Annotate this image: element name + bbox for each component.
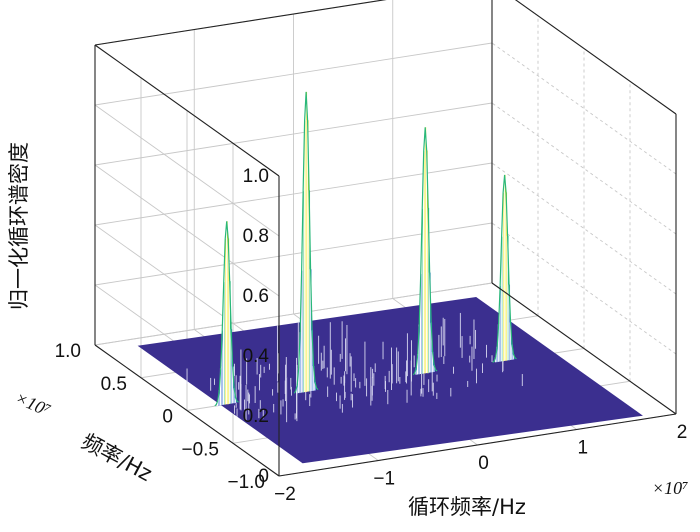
axis-line [491, 282, 677, 415]
x-tick-label: 0 [478, 453, 489, 474]
axis-line [94, 44, 280, 177]
peak [412, 127, 438, 376]
x-axis-label: 循环频率/Hz [408, 495, 526, 519]
surface-plot [137, 91, 643, 464]
z-axis-label: 归一化循环谱密度 [7, 142, 31, 310]
y-exponent-label: ×10⁷ [12, 387, 53, 420]
peak-outline [214, 221, 239, 407]
axis-line [278, 413, 677, 477]
x-tick-label: 1 [577, 438, 588, 459]
grid-line [491, 222, 677, 355]
peak [492, 174, 517, 363]
grid-line [515, 0, 677, 115]
peak [214, 221, 239, 407]
x-tick-label: −2 [274, 484, 296, 505]
y-axis-label: 频率/Hz [78, 429, 156, 486]
z-tick-label: 0.2 [243, 406, 269, 427]
surface-floor [137, 296, 643, 464]
x-tick-label: 2 [677, 422, 688, 443]
y-tick-label: −0.5 [181, 439, 219, 460]
x-exponent-label: ×10⁷ [652, 478, 688, 498]
axis-box [94, 0, 677, 477]
peak-outline [412, 127, 438, 376]
grid-line [491, 102, 677, 235]
y-tick-labels: −1.0 −0.5 0 0.5 1.0 [55, 341, 265, 493]
grid-line [491, 162, 677, 295]
axis-line [94, 0, 387, 46]
axis-line [94, 344, 280, 477]
y-tick-label: 0 [162, 407, 173, 428]
y-tick-label: 1.0 [55, 341, 81, 362]
z-tick-label: 0.8 [243, 226, 269, 247]
y-tick-label: 0.5 [101, 374, 127, 395]
z-tick-label: 1.0 [243, 166, 269, 187]
peak-outline [492, 174, 517, 363]
z-tick-labels: 0 0.2 0.4 0.6 0.8 1.0 [243, 166, 270, 487]
peak [293, 91, 319, 394]
grid-line [491, 42, 677, 175]
axis-line [514, 0, 677, 115]
x-tick-labels: −2 −1 0 1 2 [274, 422, 687, 505]
z-tick-label: 0.4 [243, 346, 270, 367]
peak-outline [293, 91, 319, 394]
x-tick-label: −1 [373, 469, 395, 490]
z-tick-label: 0.6 [243, 286, 269, 307]
y-tick-label: −1.0 [227, 472, 265, 493]
z-tick-label: 0 [258, 466, 269, 487]
